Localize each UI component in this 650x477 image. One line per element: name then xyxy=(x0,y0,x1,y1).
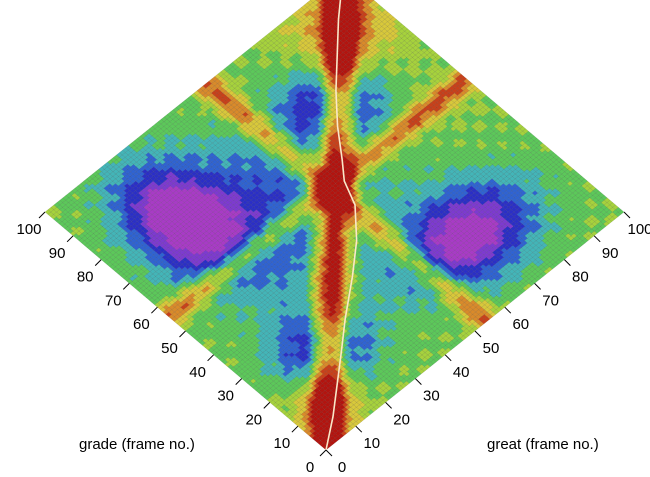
heatmap-surface xyxy=(44,0,625,451)
